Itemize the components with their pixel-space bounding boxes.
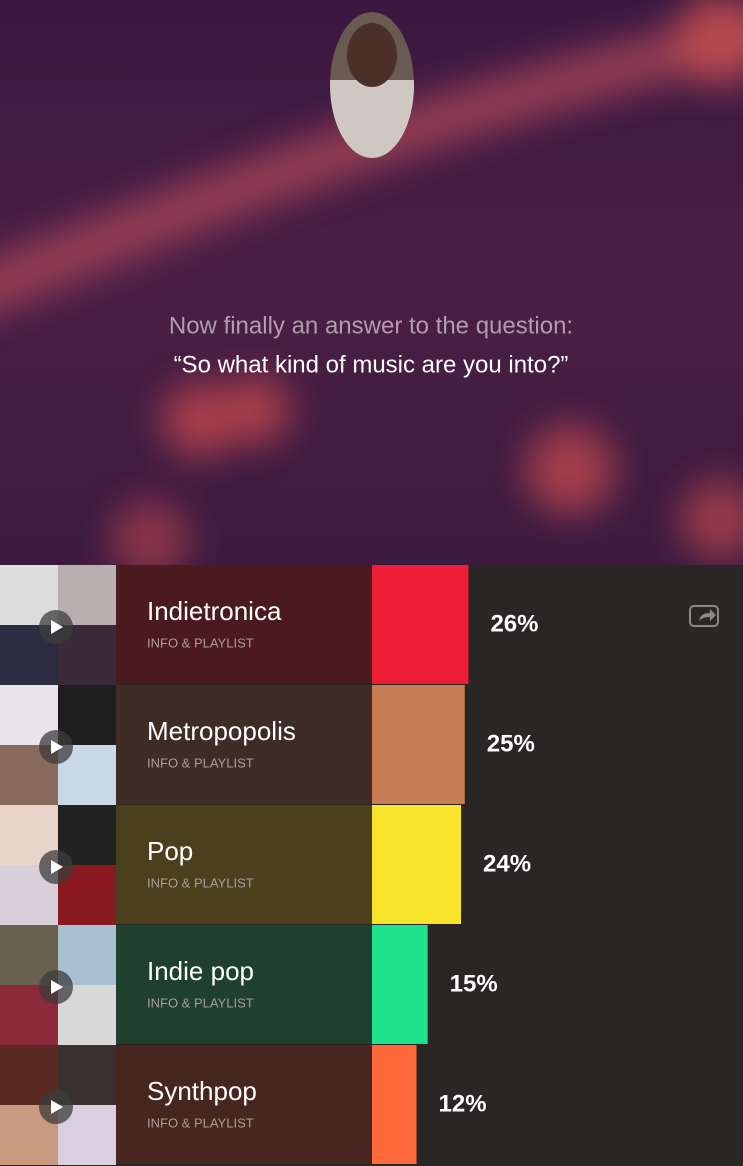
info-playlist-link[interactable]: INFO & PLAYLIST <box>147 635 254 650</box>
bokeh <box>0 0 743 580</box>
header: Now finally an answer to the question: “… <box>0 0 743 580</box>
genre-name[interactable]: Pop <box>147 836 193 866</box>
play-icon <box>51 980 63 994</box>
genre-name[interactable]: Indietronica <box>147 596 282 626</box>
info-playlist-link[interactable]: INFO & PLAYLIST <box>147 755 254 770</box>
bar <box>372 565 469 684</box>
percentage-label: 12% <box>439 1090 487 1117</box>
bar <box>372 685 465 804</box>
play-icon <box>51 860 63 874</box>
genre-name[interactable]: Indie pop <box>147 956 254 986</box>
percentage-label: 25% <box>487 730 535 757</box>
bar <box>372 1045 417 1164</box>
info-playlist-link[interactable]: INFO & PLAYLIST <box>147 875 254 890</box>
genre-name[interactable]: Metropopolis <box>147 716 296 746</box>
bar <box>372 925 428 1044</box>
play-icon <box>51 620 63 634</box>
genre-cell <box>116 685 372 804</box>
play-icon <box>51 740 63 754</box>
percentage-label: 26% <box>490 610 538 637</box>
genre-cell <box>116 1045 372 1164</box>
bar <box>372 805 462 924</box>
info-playlist-link[interactable]: INFO & PLAYLIST <box>147 995 254 1010</box>
genre-cell <box>116 805 372 924</box>
share-button[interactable] <box>689 605 719 627</box>
question: “So what kind of music are you into?” <box>174 351 569 378</box>
genre-name[interactable]: Synthpop <box>147 1076 257 1106</box>
percentage-label: 15% <box>450 970 498 997</box>
percentage-label: 24% <box>483 850 531 877</box>
play-icon <box>51 1100 63 1114</box>
genre-list: Indietronica INFO & PLAYLIST 26% Metropopol… <box>0 565 743 1165</box>
question-intro: Now finally an answer to the question: <box>169 312 573 339</box>
info-playlist-link[interactable]: INFO & PLAYLIST <box>147 1115 254 1130</box>
avatar <box>330 12 414 158</box>
genre-cell <box>116 565 372 684</box>
genre-cell <box>116 925 372 1044</box>
